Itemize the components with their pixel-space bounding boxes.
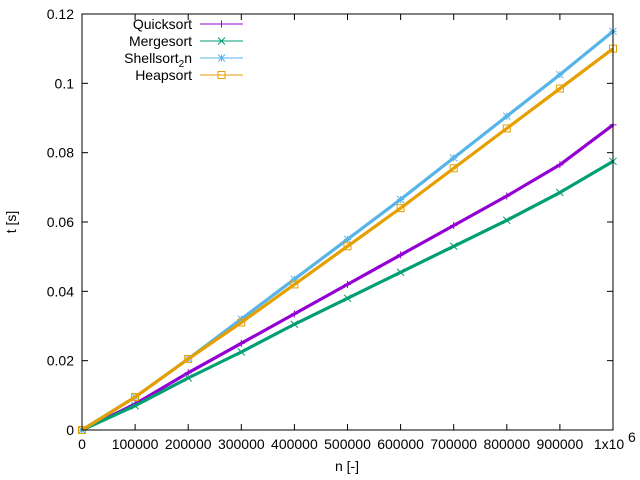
data-point-heapsort bbox=[396, 204, 405, 213]
data-point-heapsort bbox=[237, 318, 246, 327]
data-point-heapsort bbox=[184, 354, 193, 363]
legend-marker-shellsort bbox=[217, 54, 226, 62]
data-point-quicksort bbox=[290, 310, 298, 318]
data-point-heapsort bbox=[555, 84, 564, 93]
data-point-mergesort bbox=[343, 294, 352, 303]
legend-label-heapsort: Heapsort bbox=[135, 67, 192, 83]
legend-label-text: Mergesort bbox=[129, 33, 192, 49]
data-point-mergesort bbox=[131, 401, 139, 410]
data-point-mergesort bbox=[396, 268, 405, 277]
data-point-heapsort bbox=[343, 242, 352, 251]
legend-label-text: Quicksort bbox=[133, 16, 192, 32]
legend-marker-quicksort bbox=[218, 20, 225, 28]
series-line-shellsort bbox=[81, 30, 615, 432]
x-axis-label: n [-] bbox=[335, 458, 359, 474]
x-tick-label: 200000 bbox=[165, 436, 212, 452]
y-tick-label: 0.12 bbox=[47, 6, 74, 22]
data-point-mergesort bbox=[237, 348, 246, 356]
data-point-heapsort bbox=[502, 124, 511, 133]
data-point-heapsort bbox=[290, 280, 299, 289]
x-tick-label: 300000 bbox=[218, 436, 265, 452]
y-axis-label: t [s] bbox=[3, 211, 19, 234]
legend-label-subscript: 2 bbox=[179, 59, 185, 70]
data-point-quicksort bbox=[344, 280, 351, 288]
ticks-layer: 0 100000 200000 300000 400000 500000 600000 700… bbox=[47, 6, 636, 452]
series-quicksort bbox=[78, 121, 617, 434]
y-tick-label: 0.06 bbox=[47, 214, 74, 230]
data-point-quicksort bbox=[184, 369, 192, 377]
x-tick-label: 600000 bbox=[377, 436, 424, 452]
x-tick-label: 500000 bbox=[324, 436, 371, 452]
x-tick-label: 900000 bbox=[537, 436, 584, 452]
series-mergesort bbox=[78, 157, 617, 434]
legend-label-shellsort: Shellsort2n bbox=[124, 50, 192, 70]
legend-label-quicksort: Quicksort bbox=[133, 16, 192, 32]
series-line-quicksort bbox=[81, 123, 614, 432]
legend-label-suffix: n bbox=[184, 50, 192, 66]
data-point-heapsort bbox=[131, 393, 140, 402]
data-point-quicksort bbox=[556, 161, 564, 169]
legend-label-text: Shellsort bbox=[124, 50, 179, 66]
x-tick-label: 400000 bbox=[271, 436, 318, 452]
data-point-mergesort bbox=[502, 216, 511, 225]
x-tick-exponent: 6 bbox=[628, 429, 636, 445]
data-point-shellsort bbox=[502, 112, 511, 121]
series-shellsort bbox=[78, 27, 617, 434]
data-point-shellsort bbox=[396, 195, 405, 204]
series-line-heapsort bbox=[81, 47, 614, 432]
legend-label-text: Heapsort bbox=[135, 67, 192, 83]
data-point-mergesort bbox=[290, 320, 299, 329]
legend-label-mergesort: Mergesort bbox=[129, 33, 192, 49]
x-tick-label: 700000 bbox=[430, 436, 477, 452]
x-tick-label: 1x10 bbox=[594, 436, 625, 452]
data-point-mergesort bbox=[184, 374, 193, 382]
y-tick-label: 0.1 bbox=[55, 75, 75, 91]
x-tick-label: 800000 bbox=[483, 436, 530, 452]
legend-marker-mergesort bbox=[217, 37, 226, 45]
data-point-quicksort bbox=[397, 251, 405, 259]
data-point-shellsort bbox=[343, 235, 352, 244]
y-tick-label: 0.02 bbox=[47, 353, 74, 369]
data-point-mergesort bbox=[449, 242, 458, 251]
y-tick-label: 0.08 bbox=[47, 145, 74, 161]
legend-marker-heapsort bbox=[217, 71, 226, 79]
y-tick-label: 0.04 bbox=[47, 283, 74, 299]
data-point-shellsort bbox=[449, 154, 458, 162]
data-point-quicksort bbox=[503, 192, 511, 200]
data-point-shellsort bbox=[556, 70, 564, 79]
data-point-quicksort bbox=[450, 221, 458, 229]
y-tick-label: 0 bbox=[66, 422, 74, 438]
data-point-mergesort bbox=[556, 188, 564, 197]
data-point-quicksort bbox=[237, 339, 245, 347]
data-point-heapsort bbox=[449, 164, 458, 173]
x-tick-label: 100000 bbox=[112, 436, 159, 452]
series-layer bbox=[78, 27, 617, 434]
x-tick-label: 0 bbox=[78, 436, 86, 452]
data-point-shellsort bbox=[290, 275, 299, 284]
